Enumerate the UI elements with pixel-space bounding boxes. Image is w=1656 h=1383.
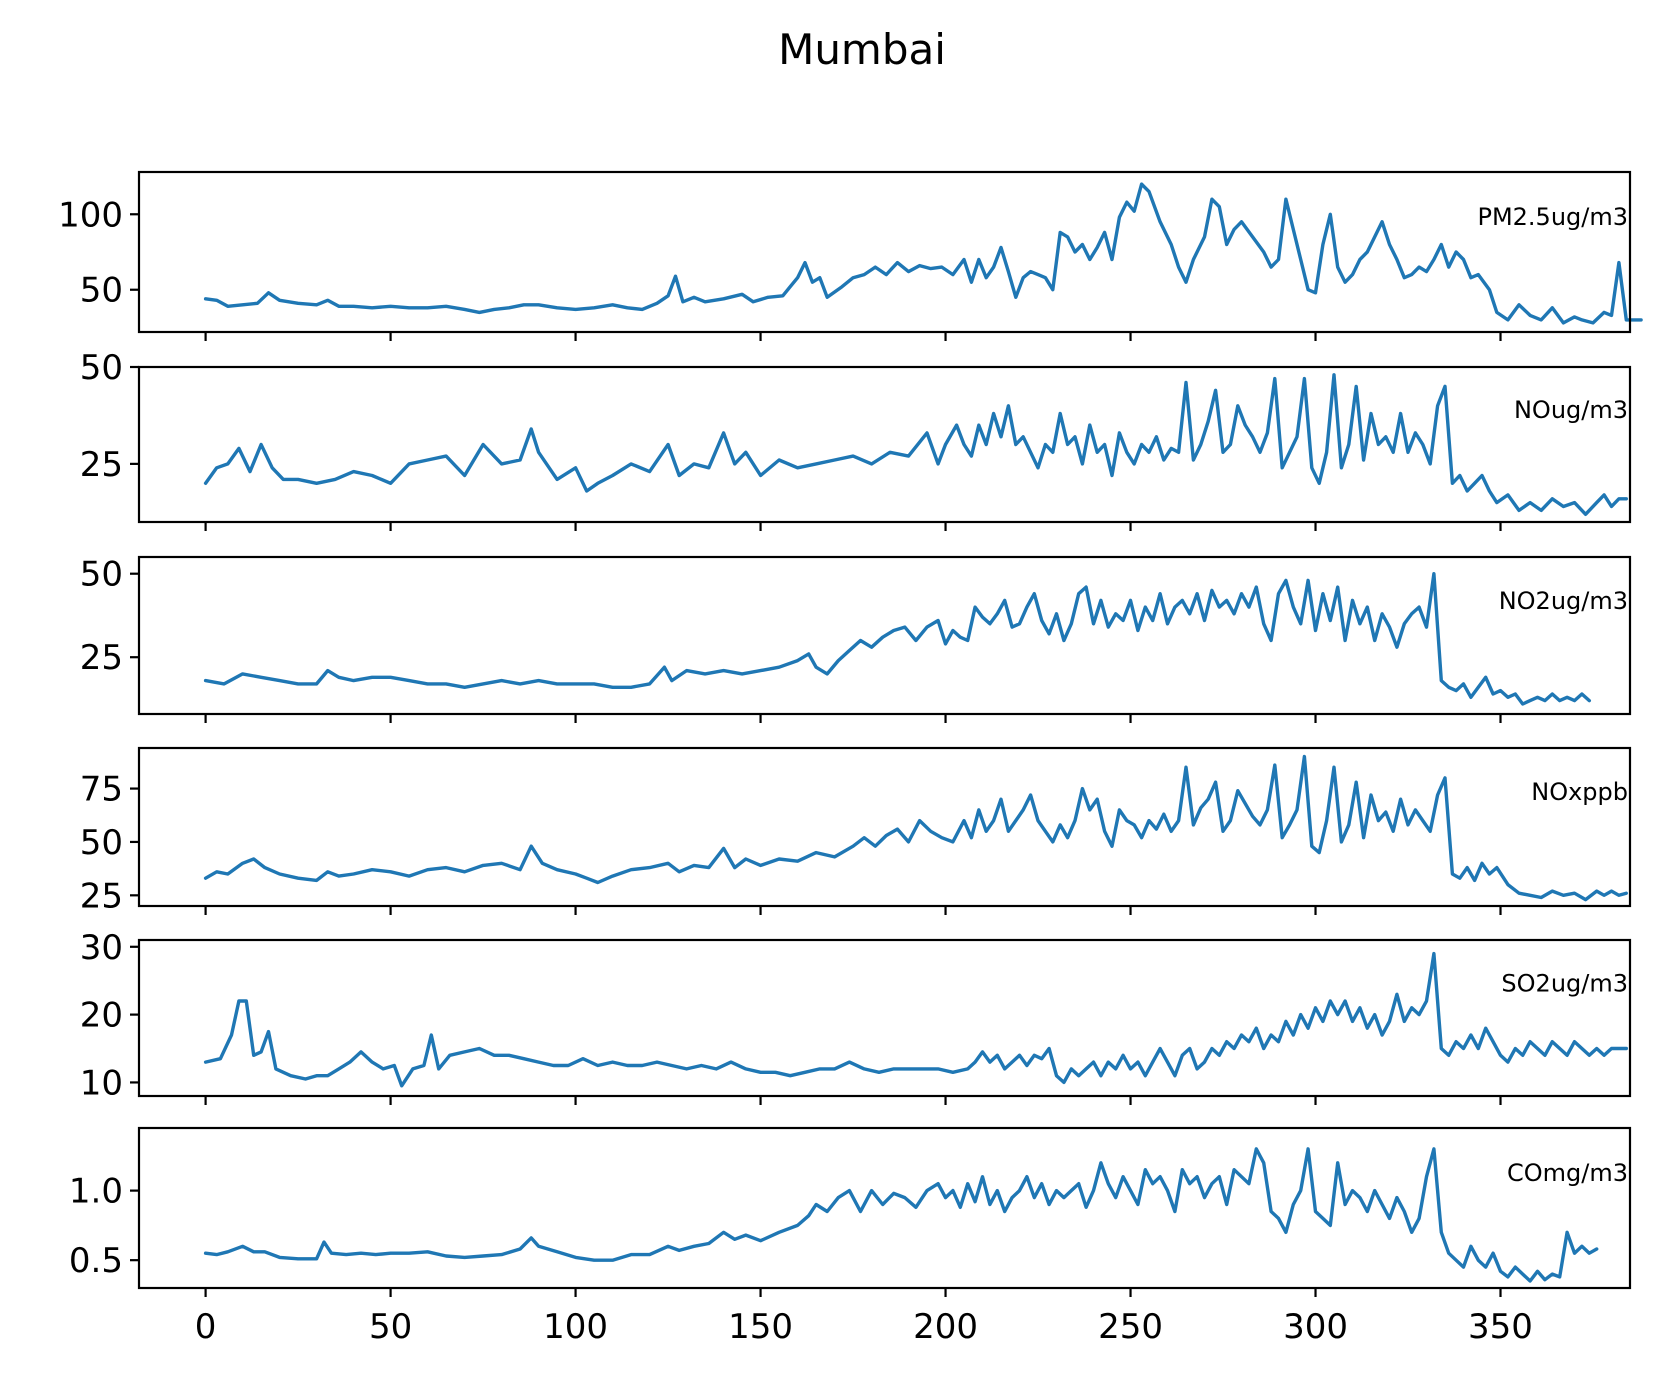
series-line xyxy=(203,1147,1599,1283)
series-label: NO2ug/m3 xyxy=(1499,587,1628,615)
panel-4: 10 20 30 SO2ug/m3 xyxy=(80,928,1632,1105)
series-label: SO2ug/m3 xyxy=(1501,969,1628,997)
y-tick-label: 25 xyxy=(80,638,123,678)
panel-frame xyxy=(137,555,1632,716)
x-tick-label: 350 xyxy=(1468,1307,1533,1347)
y-tick-label: 0.5 xyxy=(69,1241,123,1281)
panel-0: 50 100 PM2.5ug/m3 xyxy=(58,170,1643,341)
y-tick-label: 100 xyxy=(58,195,123,235)
x-tick-label: 300 xyxy=(1283,1307,1348,1347)
panel-frame xyxy=(137,365,1632,524)
series-line xyxy=(203,572,1591,706)
panel-5: 0.5 1.0 0 50 100 150 200 250 300 350 COmg/m3 xyxy=(69,1126,1632,1347)
x-tick-label: 0 xyxy=(195,1307,217,1347)
y-tick-label: 10 xyxy=(80,1063,123,1103)
y-tick-label: 50 xyxy=(80,555,123,595)
y-tick-label: 30 xyxy=(80,928,123,968)
series-line xyxy=(203,951,1628,1088)
panel-1: 25 50 NOug/m3 xyxy=(80,348,1632,531)
y-tick-label: 25 xyxy=(80,445,123,485)
series-label: NOug/m3 xyxy=(1514,396,1628,424)
panel-frame xyxy=(137,170,1632,334)
series-label: PM2.5ug/m3 xyxy=(1477,203,1628,231)
y-tick-label: 75 xyxy=(80,770,123,810)
x-tick-label: 50 xyxy=(369,1307,412,1347)
panel-3: 25 50 75 NOxppb xyxy=(80,746,1632,916)
x-tick-label: 250 xyxy=(1098,1307,1163,1347)
y-tick-label: 50 xyxy=(80,823,123,863)
series-line xyxy=(203,182,1643,325)
panel-frame xyxy=(137,938,1632,1098)
panel-frame xyxy=(137,746,1632,908)
x-tick-label: 150 xyxy=(728,1307,793,1347)
series-line xyxy=(203,754,1628,902)
x-tick-label: 100 xyxy=(543,1307,608,1347)
chart-title: Mumbai xyxy=(778,25,946,74)
series-line xyxy=(203,373,1628,516)
y-tick-label: 50 xyxy=(80,271,123,311)
series-label: COmg/m3 xyxy=(1507,1159,1628,1187)
panel-frame xyxy=(137,1126,1632,1290)
panel-2: 25 50 NO2ug/m3 xyxy=(80,555,1632,723)
x-tick-label: 200 xyxy=(913,1307,978,1347)
series-label: NOxppb xyxy=(1531,778,1628,806)
y-tick-label: 1.0 xyxy=(69,1172,123,1212)
y-tick-label: 20 xyxy=(80,996,123,1036)
y-tick-label: 25 xyxy=(80,876,123,916)
y-tick-label: 50 xyxy=(80,348,123,388)
